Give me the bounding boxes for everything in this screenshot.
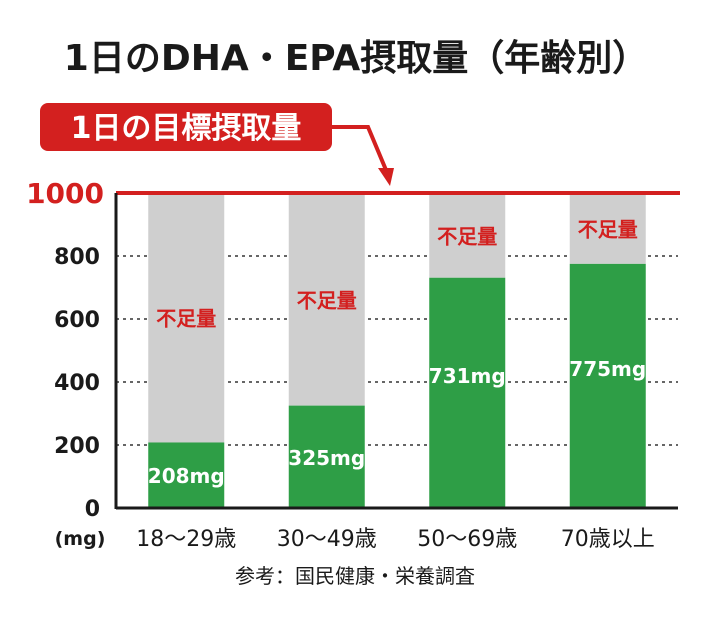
chart-title: 1日のDHA・EPA摂取量（年齢別） [64, 38, 648, 79]
value-label: 208mg [148, 464, 225, 488]
intake-bar [288, 405, 365, 508]
intake-bar [148, 442, 225, 508]
source-note: 参考：国民健康・栄養調査 [235, 564, 475, 588]
bars: 不足量 208mg 不足量 325mg 不足量 731mg 不足量 775mg [148, 193, 646, 508]
shortfall-label: 不足量 [578, 217, 638, 241]
x-category-label: 50〜69歳 [417, 527, 517, 552]
shortfall-bar [148, 193, 225, 443]
value-label: 775mg [569, 357, 646, 381]
y-tick-label: 1000 [26, 177, 104, 210]
shortfall-label: 不足量 [297, 288, 357, 312]
x-category-label: 30〜49歳 [277, 527, 377, 552]
x-category-label: 18〜29歳 [136, 527, 236, 552]
value-label: 325mg [288, 446, 365, 470]
y-tick-label: 600 [54, 308, 100, 333]
target-badge: 1日の目標摂取量 [40, 103, 394, 186]
target-badge-label: 1日の目標摂取量 [71, 111, 302, 146]
shortfall-bar [288, 193, 365, 406]
value-label: 731mg [429, 364, 506, 388]
intake-bar [569, 263, 646, 508]
intake-bar [429, 277, 506, 508]
y-tick-label: 200 [54, 434, 100, 459]
x-category-labels: 18〜29歳 30〜49歳 50〜69歳 70歳以上 [136, 527, 655, 552]
shortfall-label: 不足量 [437, 224, 497, 248]
y-tick-labels: 0 200 400 600 800 1000 [26, 177, 104, 522]
y-tick-label: 800 [54, 245, 100, 270]
y-unit-label: (mg) [55, 528, 106, 550]
target-arrow-line [332, 125, 388, 171]
x-category-label: 70歳以上 [561, 527, 655, 552]
y-tick-label: 400 [54, 371, 100, 396]
shortfall-label: 不足量 [156, 307, 216, 331]
target-badge-bg [40, 103, 332, 151]
shortfall-bar [429, 193, 506, 278]
target-arrow-head [378, 168, 394, 186]
shortfall-bar [569, 193, 646, 264]
y-tick-label: 0 [85, 497, 100, 522]
